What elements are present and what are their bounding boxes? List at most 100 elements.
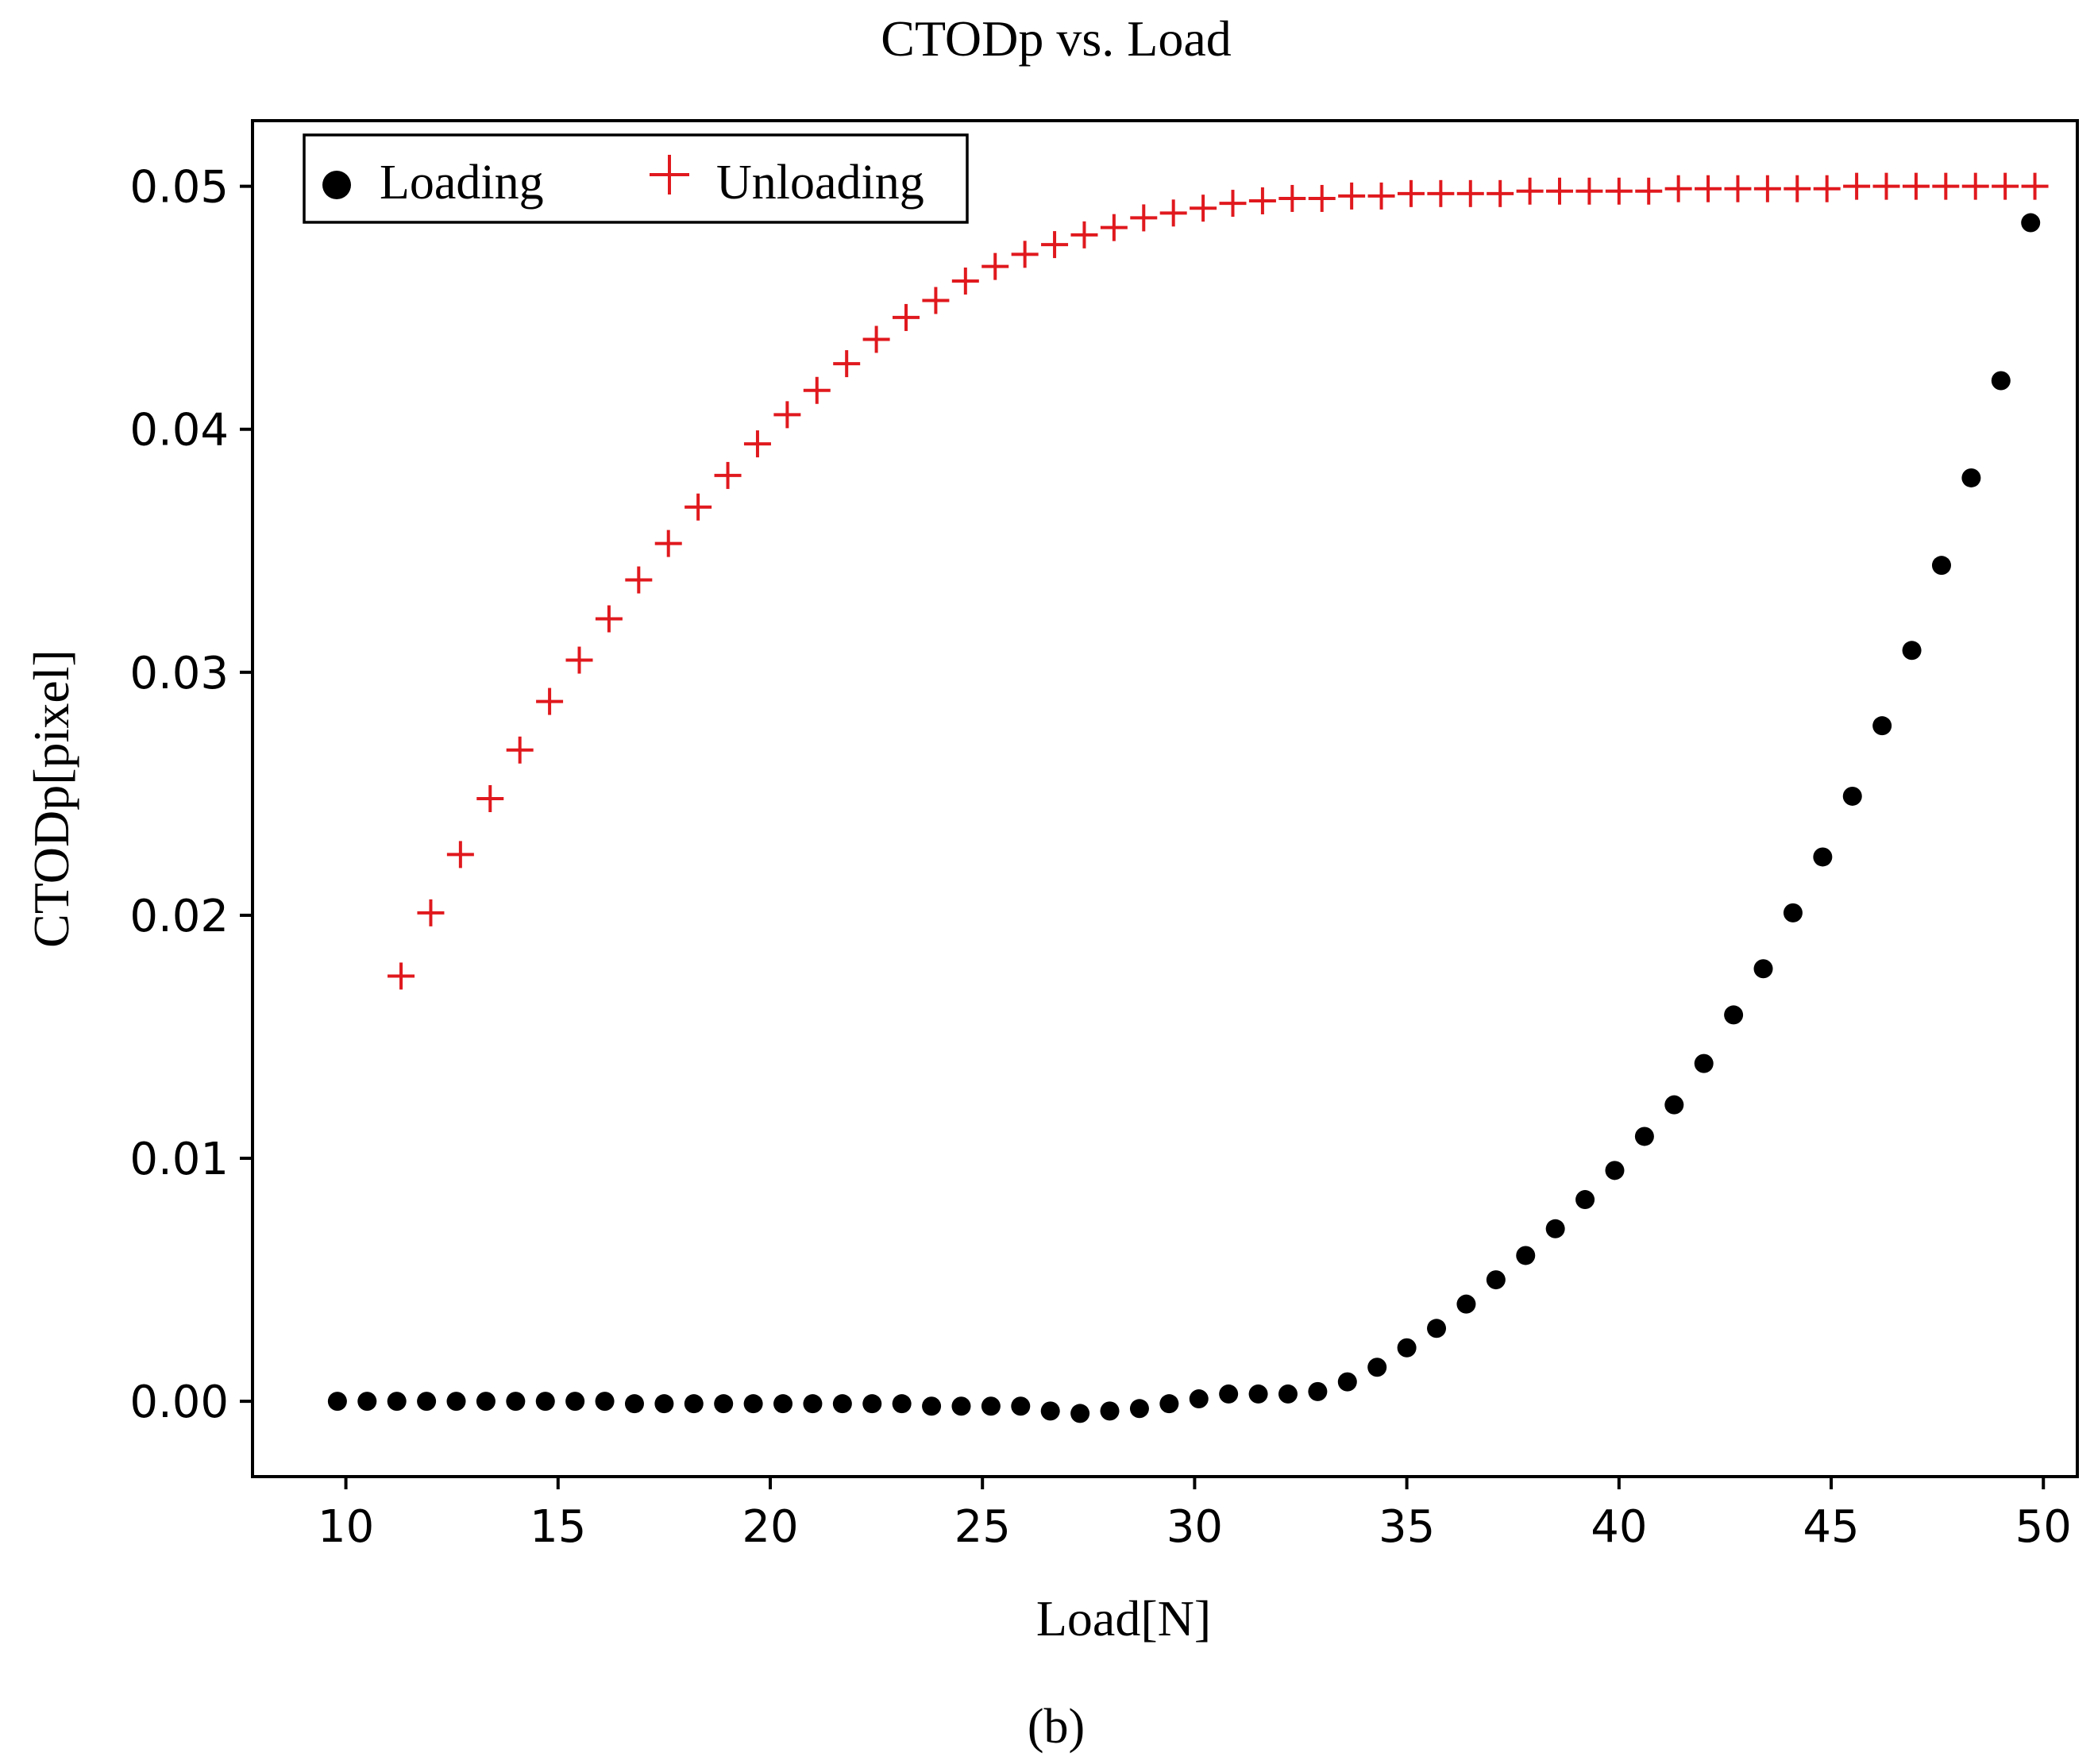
unloading-point <box>446 841 474 869</box>
unloading-point <box>1784 175 1811 202</box>
loading-point <box>1278 1384 1298 1404</box>
loading-point <box>1189 1389 1209 1409</box>
chart-title: CTODp vs. Load <box>881 10 1231 67</box>
unloading-point <box>951 268 979 295</box>
loading-point <box>1040 1401 1060 1421</box>
unloading-point <box>1664 175 1692 202</box>
unloading-point <box>476 785 504 812</box>
unloading-point <box>1308 184 1336 212</box>
series-loading <box>327 213 2041 1423</box>
loading-point <box>1129 1399 1149 1419</box>
unloading-point <box>1100 214 1128 241</box>
loading-point <box>1308 1381 1328 1401</box>
loading-point <box>506 1392 526 1412</box>
x-tick-label: 45 <box>1803 1501 1859 1553</box>
unloading-point <box>1843 172 1871 200</box>
unloading-point <box>1813 175 1841 202</box>
loading-point <box>1337 1372 1357 1392</box>
loading-point <box>476 1392 496 1412</box>
unloading-point <box>1487 179 1514 207</box>
unloading-point <box>1041 231 1069 259</box>
legend-label-unloading: Unloading <box>716 156 924 210</box>
unloading-point <box>1724 175 1752 202</box>
unloading-point <box>1248 187 1276 215</box>
unloading-point <box>1961 172 1989 200</box>
unloading-point <box>1427 179 1455 207</box>
loading-point <box>2021 213 2041 233</box>
loading-point <box>714 1394 734 1414</box>
unloading-point <box>981 252 1009 280</box>
loading-point <box>1367 1358 1387 1377</box>
loading-point <box>1159 1394 1179 1414</box>
loading-point <box>1219 1384 1239 1404</box>
y-tick-label: 0.05 <box>129 162 229 214</box>
unloading-point <box>922 287 950 314</box>
loading-point <box>1664 1095 1684 1115</box>
loading-point <box>1427 1319 1447 1338</box>
loading-point <box>1813 847 1833 867</box>
series-unloading <box>388 172 2049 990</box>
loading-point <box>862 1394 882 1414</box>
unloading-point <box>388 962 415 990</box>
y-tick-label: 0.02 <box>129 891 229 942</box>
loading-point <box>1100 1401 1120 1421</box>
unloading-point <box>417 899 445 926</box>
loading-point <box>387 1392 407 1412</box>
y-tick-label: 0.04 <box>129 405 229 456</box>
unloading-point <box>625 566 653 594</box>
loading-point <box>1842 786 1862 806</box>
plot-area <box>251 119 2079 1478</box>
loading-point <box>535 1392 555 1412</box>
unloading-point <box>1456 179 1484 207</box>
unloading-point <box>1605 177 1633 205</box>
x-tick-label: 10 <box>318 1501 374 1553</box>
unloading-point <box>1932 172 1960 200</box>
loading-point <box>565 1392 585 1412</box>
unloading-point <box>833 350 861 378</box>
unloading-point <box>536 687 564 715</box>
unloading-point <box>862 325 890 353</box>
x-tick-label: 25 <box>954 1501 1011 1553</box>
unloading-point <box>714 461 742 489</box>
unloading-point <box>1367 182 1395 210</box>
x-tick-label: 50 <box>2015 1501 2072 1553</box>
y-axis: 0.00 0.01 0.02 0.03 0.04 0.05 <box>129 162 253 1428</box>
x-tick-label: 35 <box>1379 1501 1435 1553</box>
figure-caption: (b) <box>1028 1700 1085 1754</box>
loading-point <box>1545 1219 1565 1238</box>
loading-point <box>1694 1053 1714 1073</box>
legend-label-loading: Loading <box>380 156 544 210</box>
unloading-point <box>1753 175 1781 202</box>
unloading-point <box>1397 179 1425 207</box>
unloading-point <box>1635 177 1663 205</box>
x-tick-label: 40 <box>1591 1501 1647 1553</box>
loading-point <box>832 1394 852 1414</box>
loading-point <box>892 1394 912 1414</box>
loading-point <box>1605 1161 1625 1180</box>
loading-point <box>1516 1246 1536 1265</box>
loading-point <box>1486 1270 1506 1290</box>
unloading-point <box>1575 177 1603 205</box>
legend-box <box>303 133 969 224</box>
loading-point <box>743 1394 763 1414</box>
loading-point <box>951 1396 971 1416</box>
unloading-point <box>1011 241 1039 268</box>
loading-point <box>1634 1127 1654 1146</box>
y-axis-label: CTODp[pixel] <box>23 649 79 948</box>
y-tick-label: 0.01 <box>129 1134 229 1185</box>
unloading-point <box>506 736 534 764</box>
legend-marker-unloading <box>650 155 689 195</box>
loading-point <box>922 1396 942 1416</box>
loading-point <box>1724 1005 1744 1025</box>
unloading-point <box>565 646 593 674</box>
y-tick-label: 0.00 <box>129 1377 229 1428</box>
unloading-point <box>893 303 920 331</box>
loading-point <box>624 1394 644 1414</box>
x-axis-label: Load[N] <box>1036 1590 1211 1647</box>
unloading-point <box>595 605 623 633</box>
unloading-point <box>803 376 831 404</box>
loading-point <box>595 1392 615 1412</box>
loading-point <box>981 1396 1001 1416</box>
x-axis: 10 15 20 25 30 35 40 45 50 <box>318 1477 2072 1553</box>
